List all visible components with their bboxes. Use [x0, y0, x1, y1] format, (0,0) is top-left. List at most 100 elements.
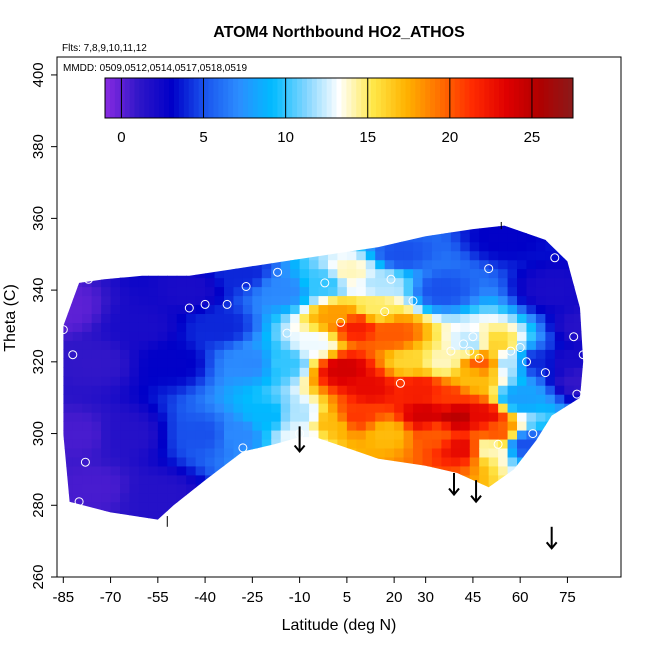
heat-cell: [384, 268, 395, 279]
heat-cell: [242, 403, 253, 413]
heat-cell: [554, 474, 565, 485]
heat-cell: [120, 340, 131, 350]
heat-cell: [157, 474, 168, 485]
heat-cell: [82, 349, 93, 359]
heat-cell: [167, 438, 178, 449]
heat-cell: [356, 295, 367, 306]
heat-cell: [110, 385, 121, 395]
heat-cell: [564, 421, 575, 431]
colorbar-swatch: [415, 78, 421, 118]
heat-cell: [138, 268, 149, 279]
heat-cell: [82, 385, 93, 395]
heat-cell: [441, 313, 452, 323]
heat-cell: [233, 492, 244, 503]
heat-cell: [356, 367, 367, 377]
heat-cell: [375, 447, 386, 458]
heat-cell: [441, 331, 452, 341]
heat-cell: [431, 456, 442, 467]
colorbar-swatch: [238, 78, 244, 118]
heat-cell: [441, 474, 452, 485]
heat-cell: [441, 232, 452, 243]
heat-cell: [422, 277, 433, 288]
heat-cell: [120, 492, 131, 503]
heat-cell: [186, 474, 197, 485]
heat-cell: [223, 358, 235, 368]
heat-cell: [299, 340, 310, 350]
heat-cell: [195, 313, 206, 323]
heat-cell: [205, 322, 216, 332]
heat-cell: [186, 421, 197, 431]
heat-cell: [431, 295, 442, 306]
heat-cell: [517, 456, 528, 467]
heat-cell: [72, 304, 83, 315]
heat-cell: [498, 358, 509, 368]
heat-cell: [63, 456, 74, 467]
observation-point: [474, 353, 484, 363]
heat-cell: [101, 465, 112, 476]
heat-cell: [176, 241, 187, 252]
heat-cell: [205, 367, 216, 377]
heat-cell: [403, 447, 414, 458]
heat-cell: [290, 456, 301, 467]
heat-cell: [101, 492, 112, 503]
heat-cell: [403, 232, 414, 243]
colorbar-tick-label: 0: [117, 129, 125, 146]
heat-cell: [186, 232, 197, 243]
colorbar-swatch: [474, 78, 480, 118]
heat-cell: [280, 322, 291, 332]
x-tick-label: 20: [386, 589, 403, 606]
heat-cell: [72, 349, 83, 359]
heat-cell: [101, 429, 112, 440]
heat-cell: [554, 241, 565, 252]
heat-cell: [488, 483, 499, 494]
heat-cell: [63, 277, 74, 288]
heat-cell: [138, 232, 149, 243]
heat-cell: [214, 474, 225, 485]
heat-cell: [214, 376, 225, 386]
heat-cell: [365, 447, 376, 458]
heat-cell: [63, 465, 74, 476]
heat-cell: [72, 295, 83, 306]
heat-cell: [403, 250, 414, 261]
heat-cell: [318, 295, 329, 306]
heat-cell: [375, 340, 386, 350]
heat-cell: [337, 465, 348, 476]
heat-cell: [327, 358, 339, 368]
heat-cell: [469, 501, 480, 512]
heat-cell: [431, 429, 442, 440]
heat-cell: [337, 421, 348, 431]
heat-cell: [413, 225, 424, 234]
colorbar: 0 5 10 15 20 25: [104, 77, 574, 146]
heat-cell: [195, 358, 206, 368]
heat-cell: [526, 394, 537, 404]
heat-cell: [498, 232, 509, 243]
heat-cell: [554, 385, 565, 395]
heat-cell: [479, 358, 490, 368]
heat-cell: [318, 304, 329, 315]
heat-cell: [394, 465, 405, 476]
heat-cell: [384, 510, 395, 520]
heat-cell: [545, 394, 556, 404]
observation-point: [522, 357, 531, 367]
heat-cell: [394, 367, 405, 377]
heat-cell: [337, 340, 348, 350]
heat-cell: [290, 241, 301, 252]
heat-cell: [384, 241, 395, 252]
heat-cell: [469, 250, 480, 261]
colorbar-swatch: [173, 78, 180, 118]
heat-cell: [233, 394, 244, 404]
observation-point: [578, 350, 588, 360]
heat-cell: [129, 438, 140, 449]
heat-cell: [535, 447, 546, 458]
heat-cell: [290, 474, 301, 485]
heat-cell: [441, 447, 452, 458]
heat-cell: [384, 313, 395, 323]
heat-cell: [91, 225, 102, 234]
heat-cell: [573, 313, 584, 323]
heat-cell: [413, 483, 424, 494]
heat-cell: [441, 241, 452, 252]
heat-cell: [82, 421, 93, 431]
heat-cell: [309, 241, 320, 252]
heat-cell: [488, 394, 499, 404]
heat-cell: [413, 465, 424, 476]
